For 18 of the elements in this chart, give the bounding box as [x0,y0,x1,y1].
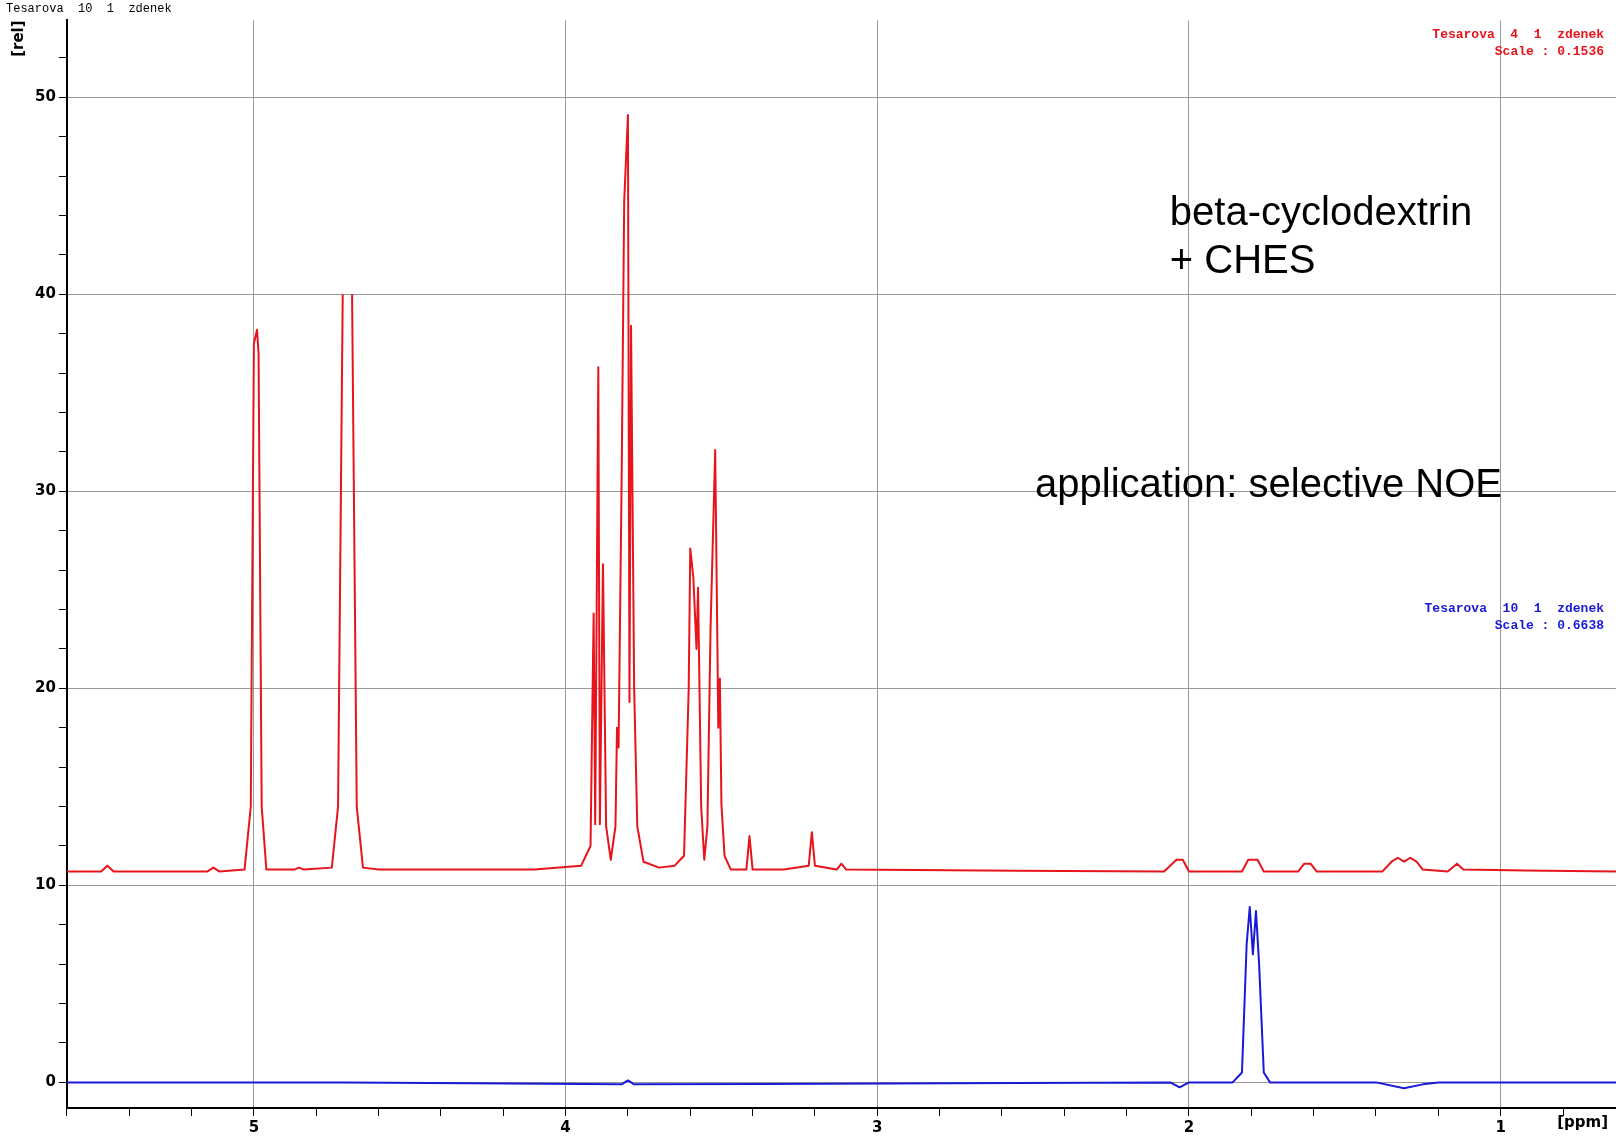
x-tick-label: 3 [872,1117,883,1136]
chart-title: Tesarova 10 1 zdenek [6,2,172,17]
x-tick-label: 5 [248,1117,260,1136]
x-axis-title: [ppm] [1557,1113,1608,1132]
x-tick-label: 1 [1495,1117,1506,1136]
y-tick-label: 30 [35,481,56,500]
y-tick-label: 50 [35,87,56,106]
text: Tesarova 4 1 zdenek Scale : 0.1536 [1432,27,1605,60]
y-tick-label: 0 [45,1072,56,1091]
y-tick-label: 10 [35,875,56,894]
text: Tesarova 10 1 zdenek Scale : 0.6638 [1424,601,1605,634]
annotation: beta-cyclodextrin + CHES [1169,189,1473,282]
y-tick-label: 20 [35,678,56,697]
y-axis-title: [rel] [8,20,27,57]
annotation: application: selective NOE [1035,461,1502,506]
x-tick-label: 2 [1183,1117,1195,1136]
y-tick-label: 40 [35,284,56,303]
x-tick-label: 4 [560,1117,571,1136]
